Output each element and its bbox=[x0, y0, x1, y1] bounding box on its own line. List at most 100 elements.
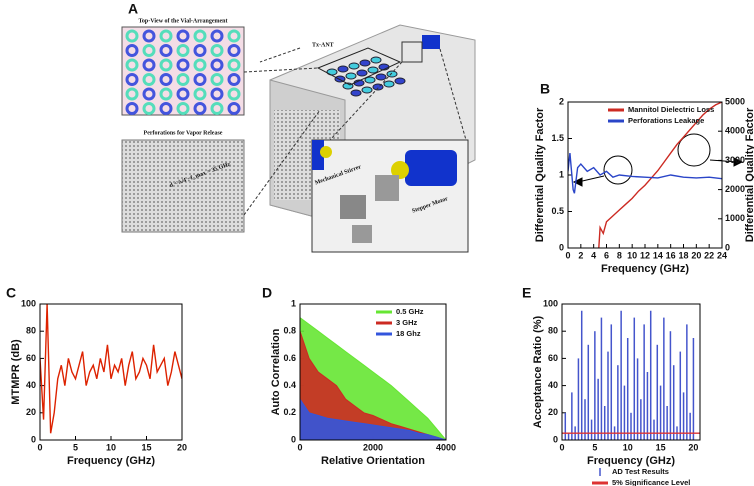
panel-label: E bbox=[522, 285, 531, 301]
y-tick-label: 40 bbox=[548, 380, 558, 390]
vial bbox=[125, 73, 139, 86]
y-tick-label: 0.6 bbox=[283, 353, 296, 363]
x-axis-title: Frequency (GHz) bbox=[587, 455, 675, 467]
y-tick-label: 100 bbox=[21, 298, 36, 308]
y-tick-label: 60 bbox=[26, 353, 36, 363]
y-tick-label: 0 bbox=[559, 242, 564, 252]
perforations-title: Perforations for Vapor Release bbox=[144, 130, 223, 136]
vial bbox=[193, 102, 207, 115]
inset-shaft-a bbox=[320, 146, 332, 158]
annotations-b bbox=[572, 133, 744, 187]
x-tick-label: 0 bbox=[37, 442, 42, 452]
vial-cylinder bbox=[359, 59, 371, 67]
vial-grid bbox=[125, 29, 241, 115]
stirrer-frame bbox=[401, 41, 423, 63]
x-tick-label: 20 bbox=[688, 442, 698, 452]
y-tick-label: 0.2 bbox=[283, 407, 296, 417]
x-tick-label: 10 bbox=[623, 442, 633, 452]
y-tick-label: 0 bbox=[31, 434, 36, 444]
vial bbox=[210, 73, 224, 86]
stirrer-blade bbox=[352, 225, 372, 243]
legend-label: 0.5 GHz bbox=[396, 307, 424, 316]
vial bbox=[193, 73, 207, 86]
top-view-title: Top-View of the Vial-Arrangement bbox=[138, 18, 227, 24]
vial-cylinder bbox=[386, 70, 398, 78]
x-tick-label: 20 bbox=[177, 442, 187, 452]
x-tick-label: 2000 bbox=[363, 442, 383, 452]
vial bbox=[142, 87, 156, 101]
vial bbox=[125, 44, 139, 57]
perforation-plate bbox=[121, 139, 245, 233]
x-tick-label: 15 bbox=[141, 442, 151, 452]
y-tick-label: 20 bbox=[26, 407, 36, 417]
y-tick-label: 0 bbox=[553, 434, 558, 444]
vial bbox=[176, 29, 190, 43]
panel-a: A Top-View of the Vial-Arrangement Perfo… bbox=[121, 1, 476, 253]
y-tick-label: 80 bbox=[548, 326, 558, 336]
vial bbox=[125, 87, 139, 101]
callout-lines bbox=[243, 47, 467, 216]
stirrer-blade bbox=[340, 195, 366, 219]
vial bbox=[159, 58, 173, 72]
legend-label: Perforations Leakage bbox=[628, 116, 704, 125]
legend-label: Mannitol Dielectric Loss bbox=[628, 105, 714, 114]
vial-cylinder bbox=[361, 86, 373, 94]
vial bbox=[142, 58, 156, 72]
x-tick-label: 14 bbox=[653, 250, 663, 260]
x-axis-title: Frequency (GHz) bbox=[601, 263, 689, 275]
vial bbox=[227, 102, 241, 115]
vial bbox=[125, 102, 139, 115]
legend-label: AD Test Results bbox=[612, 467, 669, 476]
vial bbox=[159, 44, 173, 57]
vial bbox=[193, 87, 207, 101]
x-tick-label: 4 bbox=[591, 250, 596, 260]
legend-label: 3 GHz bbox=[396, 318, 418, 327]
vial bbox=[159, 102, 173, 115]
y-tick-label: 2 bbox=[559, 96, 564, 106]
vial bbox=[210, 29, 224, 43]
vial bbox=[210, 102, 224, 115]
y2-tick-label: 3000 bbox=[725, 155, 745, 165]
y2-axis-title: Differential Quality Factor bbox=[744, 107, 754, 242]
vial bbox=[159, 73, 173, 86]
vial bbox=[176, 87, 190, 101]
x-tick-label: 6 bbox=[604, 250, 609, 260]
vial bbox=[176, 58, 190, 72]
plot-area bbox=[300, 316, 446, 440]
vial-cylinder bbox=[364, 76, 376, 84]
x-axis-title: Relative Orientation bbox=[321, 455, 425, 467]
vial bbox=[227, 73, 241, 86]
vial-cylinder bbox=[375, 73, 387, 81]
vial bbox=[125, 29, 139, 43]
y-tick-label: 20 bbox=[548, 407, 558, 417]
x-tick-label: 4000 bbox=[436, 442, 456, 452]
axes-frame bbox=[39, 303, 183, 441]
vial bbox=[142, 102, 156, 115]
y2-tick-label: 5000 bbox=[725, 96, 745, 106]
y-tick-label: 40 bbox=[26, 380, 36, 390]
y-tick-label: 0.8 bbox=[283, 326, 296, 336]
vial bbox=[210, 87, 224, 101]
x-tick-label: 0 bbox=[565, 250, 570, 260]
panel-label: D bbox=[262, 285, 272, 301]
vial bbox=[210, 44, 224, 57]
vial bbox=[142, 29, 156, 43]
vial-cylinder bbox=[383, 80, 395, 88]
y2-tick-label: 2000 bbox=[725, 184, 745, 194]
y2-tick-label: 1000 bbox=[725, 213, 745, 223]
vial-cylinder bbox=[337, 65, 349, 73]
y-tick-label: 80 bbox=[26, 326, 36, 336]
inset-motor-a bbox=[312, 140, 324, 170]
axes-frame bbox=[299, 303, 447, 441]
y-axis-title: Acceptance Ratio (%) bbox=[532, 315, 544, 428]
axes-frame bbox=[561, 303, 701, 441]
x-tick-label: 10 bbox=[106, 442, 116, 452]
x-tick-label: 5 bbox=[73, 442, 78, 452]
vial-cylinder bbox=[345, 72, 357, 80]
vial bbox=[142, 73, 156, 86]
x-tick-label: 2 bbox=[578, 250, 583, 260]
x-tick-label: 15 bbox=[656, 442, 666, 452]
x-tick-label: 24 bbox=[717, 250, 727, 260]
vial bbox=[227, 58, 241, 72]
vial bbox=[227, 44, 241, 57]
